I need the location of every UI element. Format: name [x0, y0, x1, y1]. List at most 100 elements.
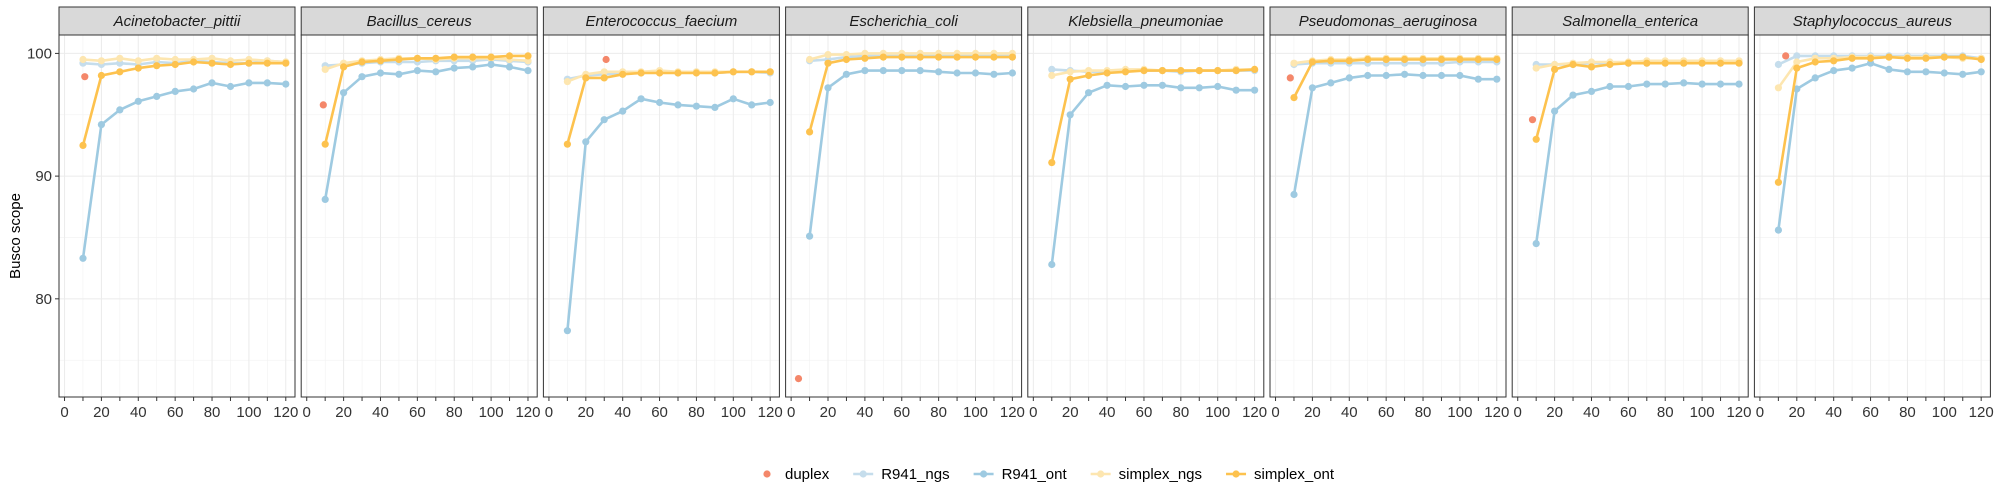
facet-panel: Pseudomonas_aeruginosa 0 20 40 60 80 100 120 [1269, 6, 1509, 421]
data-point-R941_ont [1493, 75, 1501, 83]
data-point-simplex_ont [413, 54, 421, 62]
data-point-simplex_ont [432, 54, 440, 62]
data-point-simplex_ont [358, 58, 366, 66]
x-tick-label: 60 [1378, 404, 1395, 421]
x-tick-label: 40 [1099, 404, 1116, 421]
data-point-R941_ont [674, 101, 682, 109]
data-point-R941_ont [505, 63, 514, 71]
data-point-R941_ont [134, 97, 142, 105]
data-point-simplex_ngs [153, 54, 161, 62]
x-tick-label: 120 [1969, 404, 1994, 421]
data-point-R941_ont [1382, 71, 1390, 80]
legend-item-simplex_ngs: simplex_ngs [1090, 466, 1202, 483]
facet-panel: Enterococcus_faecium 0 20 40 60 80 100 120 [542, 6, 783, 421]
data-point-simplex_ont [134, 64, 142, 72]
data-point-duplex [602, 55, 610, 64]
facet-strip-label: Salmonella_enterica [1562, 13, 1698, 30]
x-tick-label: 0 [1271, 404, 1279, 421]
y-tick-label: 100 [27, 45, 52, 62]
data-point-R941_ont [282, 80, 290, 88]
data-point-R941_ont [1643, 80, 1651, 88]
legend-label: simplex_ont [1254, 466, 1335, 483]
data-point-simplex_ont [1606, 60, 1614, 69]
data-point-simplex_ngs [134, 57, 142, 65]
facet-strip-label: Pseudomonas_aeruginosa [1299, 13, 1477, 30]
data-point-R941_ngs [1774, 60, 1782, 69]
data-point-R941_ont [971, 69, 980, 77]
data-point-R941_ont [413, 67, 421, 75]
data-point-simplex_ont [245, 59, 253, 67]
data-point-R941_ont [879, 67, 887, 75]
x-tick-label: 80 [204, 404, 221, 421]
data-point-R941_ont [1345, 74, 1353, 82]
data-point-simplex_ont [619, 70, 627, 78]
data-point-simplex_ont [916, 53, 924, 61]
x-tick-label: 60 [1136, 404, 1153, 421]
legend-key-point [859, 470, 867, 478]
data-point-simplex_ont [1624, 59, 1632, 67]
legend-label: R941_ont [1002, 466, 1068, 483]
data-point-R941_ont [1419, 71, 1427, 80]
data-point-R941_ont [1066, 111, 1074, 119]
data-point-simplex_ngs [1532, 64, 1540, 72]
data-point-R941_ont [245, 79, 253, 87]
data-point-simplex_ont [1903, 54, 1911, 62]
data-point-simplex_ont [898, 53, 906, 61]
x-tick-label: 100 [1205, 404, 1230, 421]
data-point-R941_ont [1232, 86, 1240, 94]
facet-strip-label: Staphylococcus_aureus [1793, 13, 1953, 30]
x-tick-label: 20 [1304, 404, 1321, 421]
x-tick-label: 40 [372, 404, 389, 421]
data-point-simplex_ont [990, 53, 998, 61]
x-tick-label: 80 [1415, 404, 1432, 421]
data-point-simplex_ont [1419, 55, 1427, 64]
facet-strip [1027, 6, 1265, 36]
x-tick-label: 80 [1657, 404, 1674, 421]
data-point-R941_ont [1008, 69, 1017, 77]
facet-panel: Salmonella_enterica 0 20 40 60 80 100 120 [1511, 6, 1751, 421]
data-point-R941_ont [656, 98, 664, 107]
data-point-simplex_ont [748, 68, 756, 76]
panel-background [785, 35, 1022, 397]
data-point-duplex [1286, 74, 1294, 82]
facet-panel: Klebsiella_pneumoniae 0 20 40 60 80 100 120 [1027, 6, 1267, 421]
data-point-simplex_ont [1195, 67, 1203, 75]
data-point-simplex_ont [1774, 178, 1782, 186]
x-tick-label: 40 [1825, 404, 1842, 421]
x-tick-label: 100 [721, 404, 746, 421]
data-point-R941_ont [116, 106, 124, 114]
data-point-R941_ont [935, 68, 943, 76]
x-tick-label: 40 [1341, 404, 1358, 421]
data-point-simplex_ont [1811, 58, 1819, 66]
data-point-simplex_ngs [171, 55, 179, 64]
data-point-simplex_ont [1437, 55, 1446, 64]
data-point-simplex_ont [1008, 53, 1017, 61]
panel-border [1027, 34, 1265, 398]
legend-label: duplex [785, 466, 830, 483]
data-point-R941_ont [395, 70, 403, 78]
data-point-simplex_ont [1382, 55, 1390, 64]
data-point-simplex_ont [171, 60, 179, 69]
data-point-duplex [794, 375, 803, 383]
facet-panel: Staphylococcus_aureus 0 20 40 60 80 100 120 [1753, 6, 1994, 421]
x-tick-label: 40 [857, 404, 874, 421]
x-tick-label: 20 [1062, 404, 1079, 421]
data-point-R941_ngs [1048, 65, 1056, 73]
x-tick-label: 0 [787, 404, 795, 421]
facet-strip [58, 6, 296, 36]
x-tick-label: 0 [60, 404, 68, 421]
data-point-simplex_ont [395, 55, 403, 64]
data-point-R941_ont [1177, 84, 1185, 92]
data-point-simplex_ont [1251, 65, 1259, 73]
data-point-simplex_ont [1474, 55, 1482, 64]
x-tick-label: 120 [758, 404, 783, 421]
data-point-R941_ont [953, 69, 961, 77]
data-point-R941_ont [1551, 107, 1559, 115]
data-point-simplex_ont [263, 59, 271, 67]
panel-background [1754, 35, 1991, 397]
facet-strip-label: Escherichia_coli [849, 13, 958, 30]
data-point-R941_ont [1364, 71, 1372, 80]
data-point-R941_ont [1830, 67, 1838, 75]
panel-background [1270, 35, 1506, 397]
data-point-R941_ont [1606, 82, 1614, 91]
